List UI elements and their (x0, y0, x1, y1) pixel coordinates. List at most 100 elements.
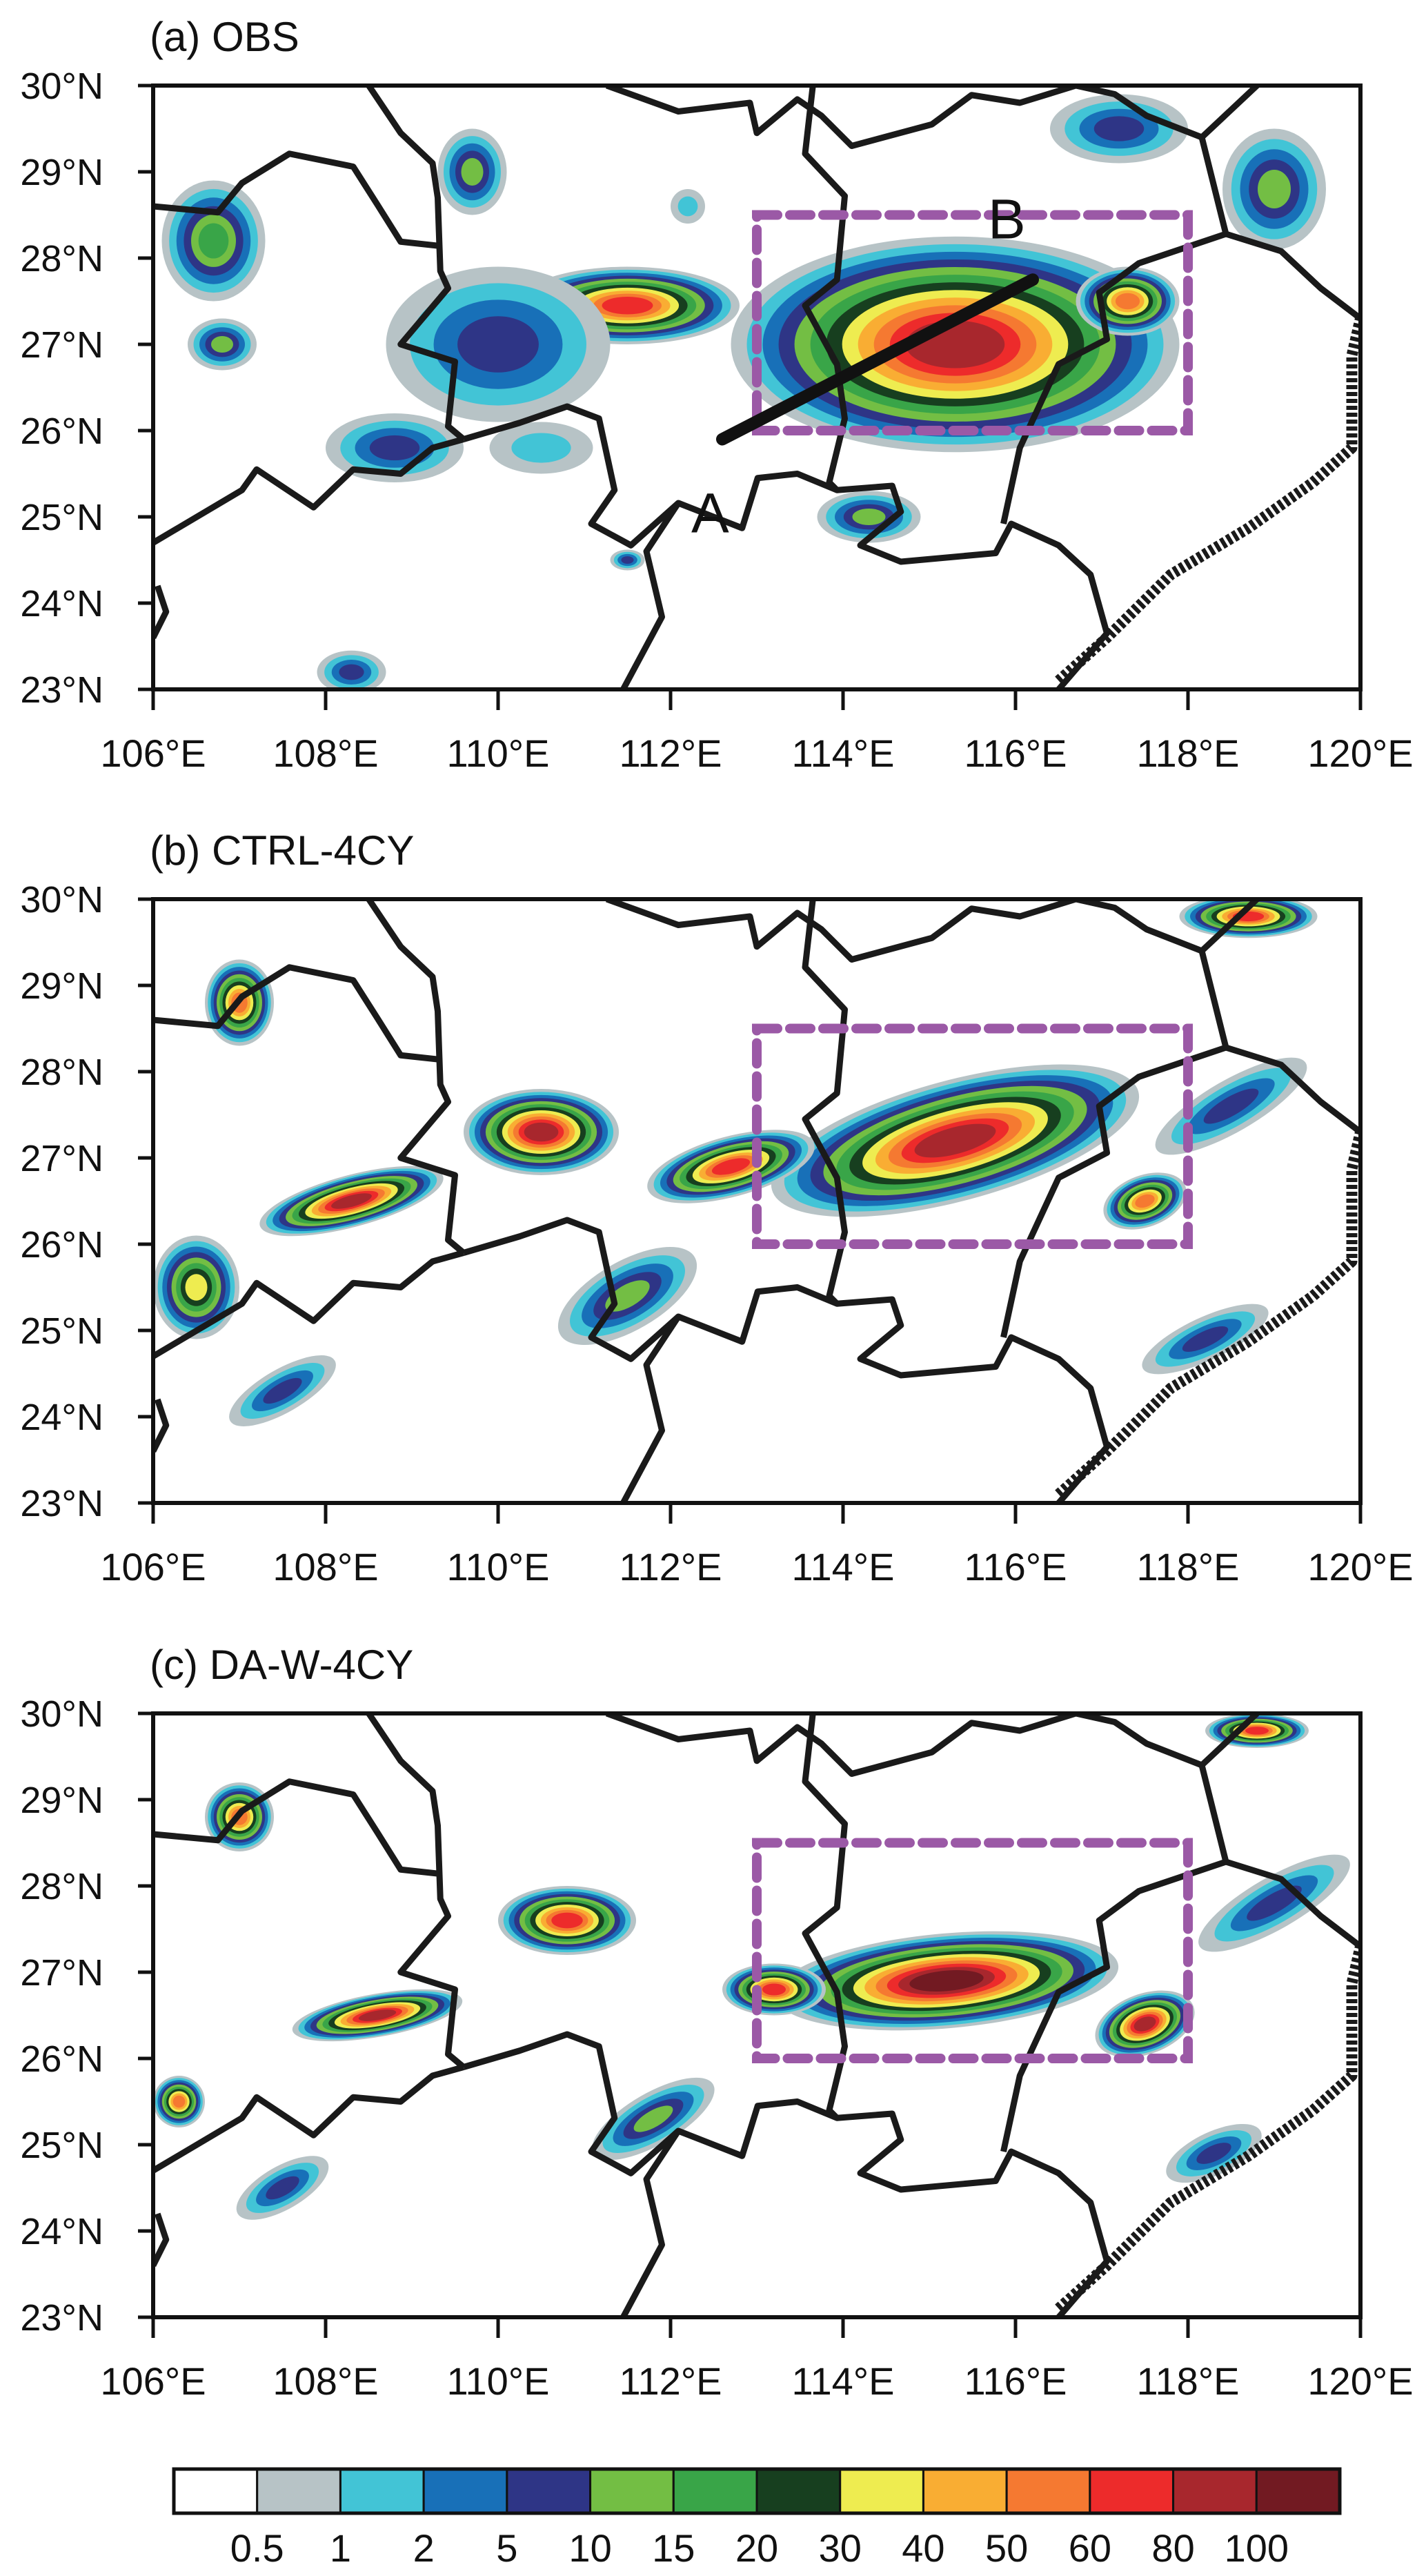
contour-level-4 (1196, 2143, 1231, 2164)
boundary-line (605, 899, 1260, 963)
lon-tick-label: 114°E (791, 2359, 894, 2403)
lat-tick-label: 28°N (20, 1052, 103, 1093)
contour-level-5 (211, 336, 233, 353)
rain-cell (489, 422, 593, 474)
boundary-line (366, 1713, 466, 2069)
lon-tick-label: 108°E (273, 731, 378, 775)
rain-cell (464, 1089, 619, 1175)
colorbar-swatch (422, 2468, 508, 2515)
rain-cell (774, 1931, 1119, 2031)
lon-tick-label: 120°E (1307, 2359, 1413, 2403)
lon-tick-label: 106°E (100, 1545, 206, 1589)
boundary-line (153, 584, 170, 640)
contour-level-4 (457, 316, 539, 373)
lat-tick-label: 29°N (20, 1780, 103, 1821)
contour-level-5 (461, 158, 484, 186)
lon-tick-label: 112°E (619, 2359, 722, 2403)
rain-cell (1155, 1057, 1307, 1155)
boundary-line (802, 86, 848, 493)
lat-tick-label: 25°N (20, 1310, 103, 1352)
rain-cell (161, 180, 266, 302)
lat-tick-label: 28°N (20, 1866, 103, 1907)
contour-level-4 (369, 435, 420, 461)
boundary-line (1225, 230, 1360, 322)
plot-frame (151, 1711, 1363, 2319)
rain-cell (236, 2156, 329, 2220)
lat-tick-label: 26°N (20, 2038, 103, 2080)
lat-tick-label: 27°N (20, 1138, 103, 1179)
lon-tick-label: 120°E (1307, 731, 1413, 775)
colorbar-swatch (339, 2468, 425, 2515)
lat-tick-label: 24°N (20, 583, 103, 625)
lon-tick-label: 114°E (791, 731, 894, 775)
contour-level-2 (511, 433, 571, 463)
boundary-line (620, 501, 682, 689)
colorbar-label: 0.5 (230, 2526, 284, 2570)
lon-tick-label: 120°E (1307, 1545, 1413, 1589)
rain-cell (1166, 2123, 1262, 2183)
cross-section-label-a: A (691, 482, 729, 545)
cross-section-label-b: B (988, 188, 1026, 250)
lat-tick-label: 26°N (20, 411, 103, 452)
colorbar-swatch (1172, 2468, 1258, 2515)
lat-tick-label: 27°N (20, 1952, 103, 1994)
contour-level-13 (909, 1970, 984, 1992)
rain-cell (153, 2076, 205, 2127)
contour-level-5 (1258, 170, 1291, 208)
colorbar-swatch (1255, 2468, 1341, 2515)
colorbar-swatch (589, 2468, 675, 2515)
plot-frame (151, 83, 1363, 691)
contour-level-8 (185, 1274, 208, 1301)
boundary-line (153, 150, 441, 249)
lat-tick-label: 27°N (20, 324, 103, 366)
colorbar-label: 20 (735, 2526, 778, 2570)
rain-cell (771, 1064, 1140, 1217)
map-panel-b: (b) CTRL-4CY 30°N 29°N 28°N 27°N 26°N 25°N 24°N… (20, 827, 1413, 1589)
coastline (1055, 1130, 1360, 1499)
lat-tick-label: 23°N (20, 669, 103, 711)
lon-tick-label: 118°E (1136, 1545, 1239, 1589)
boundary-line (153, 2064, 465, 2174)
lat-tick-label: 23°N (20, 1483, 103, 1524)
lat-tick-label: 23°N (20, 2297, 103, 2339)
rain-cell (731, 236, 1180, 453)
rain-cell (1222, 128, 1326, 250)
map-panel-a: (a) OBS A B 30°N 29°N 28°N 27°N 26°N 25°N 24°N 23°… (20, 14, 1413, 775)
rain-cell (259, 1166, 444, 1237)
lon-tick-label: 116°E (964, 1545, 1067, 1589)
rain-cell (1179, 899, 1318, 938)
precip-field (161, 94, 1326, 689)
boundary-line (153, 964, 441, 1063)
colorbar-label: 40 (902, 2526, 944, 2570)
lat-tick-label: 24°N (20, 2211, 103, 2252)
rain-cell (1050, 94, 1188, 164)
lon-tick-label: 110°E (446, 731, 549, 775)
boundary-line (605, 86, 1260, 149)
boundary-line (366, 86, 466, 442)
rain-cell (1076, 266, 1180, 336)
precip-field (153, 899, 1318, 1426)
colorbar: 0.5 1 2 5 10 15 20 30 40 50 60 80 100 (172, 2467, 1342, 2570)
boundary-line (153, 1398, 170, 1453)
contour-level-4 (1182, 1326, 1229, 1352)
cross-section-line (716, 273, 1039, 446)
province-boundaries (153, 1713, 1360, 2317)
colorbar-swatch (672, 2468, 758, 2515)
coastline (1055, 1945, 1360, 2313)
contour-level-12 (914, 1123, 996, 1158)
colorbar-label: 2 (413, 2526, 435, 2570)
colorbar-label: 60 (1069, 2526, 1111, 2570)
contour-level-4 (1093, 116, 1145, 141)
contour-level-2 (677, 196, 698, 217)
contour-level-5 (852, 509, 886, 525)
lat-tick-label: 25°N (20, 2125, 103, 2166)
boundary-line (802, 1713, 848, 2121)
contour-level-11 (762, 1983, 786, 1996)
map-panel-c: (c) DA-W-4CY 30°N 29°N 28°N 27°N 26°N 25°N 24°N… (20, 1642, 1413, 2403)
rain-cell (326, 413, 464, 482)
contour-level-4 (1247, 1885, 1302, 1921)
boundary-line (620, 2129, 682, 2317)
contour-level-10 (1115, 293, 1140, 310)
panel-title: (b) CTRL-4CY (150, 827, 414, 874)
